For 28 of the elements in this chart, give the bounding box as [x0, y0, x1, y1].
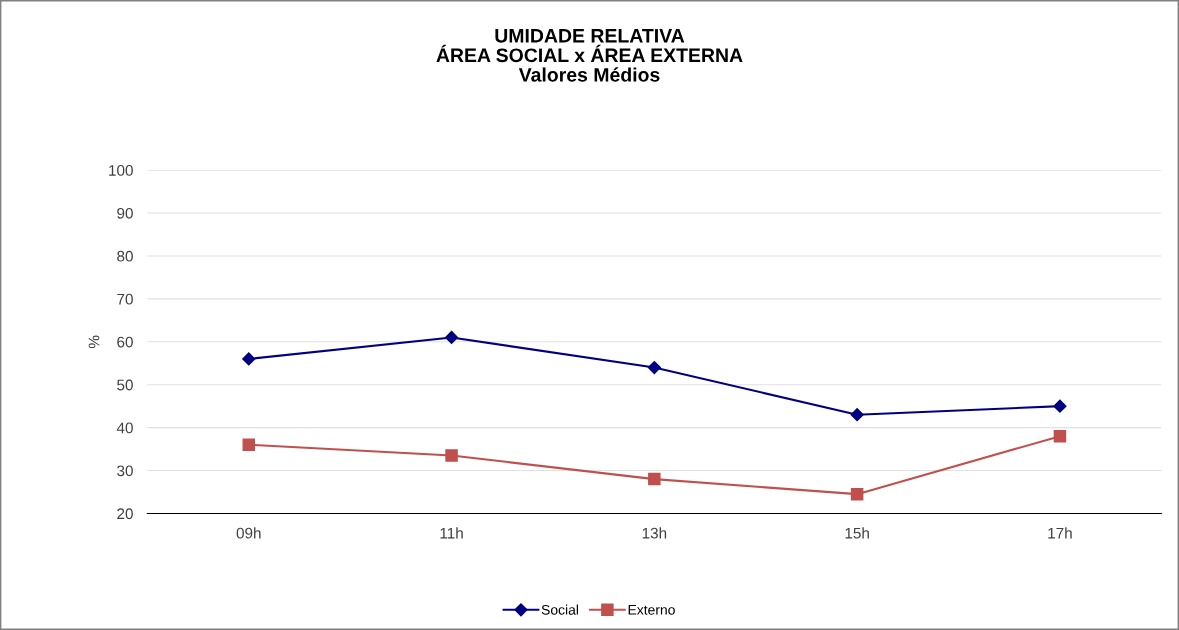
- y-tick-label: 50: [117, 379, 133, 391]
- point: [242, 352, 256, 366]
- point: [647, 360, 661, 375]
- legend-label: Social: [541, 604, 578, 615]
- x-tick-label: 15h: [845, 527, 869, 539]
- point: [850, 487, 864, 501]
- y-tick-label: 80: [117, 250, 133, 262]
- point: [1053, 429, 1067, 443]
- y-tick-label: 40: [116, 422, 133, 434]
- y-tick-label: 70: [117, 293, 133, 305]
- y-tick-label: 90: [117, 207, 133, 219]
- legend-label: Externo: [628, 605, 675, 615]
- chart-title: UMIDADE RELATIVA ÁREA SOCIAL x ÁREA EXTERNA Valores Médios: [436, 29, 743, 82]
- y-axis-title: %: [88, 335, 100, 349]
- x-tick-label: 09h: [236, 527, 261, 539]
- point: [850, 408, 864, 422]
- y-tick-label: 100: [109, 164, 133, 176]
- x-tick-label: 17h: [1048, 527, 1072, 539]
- point: [648, 472, 661, 486]
- point: [1053, 399, 1067, 413]
- point: [242, 438, 256, 452]
- point: [445, 449, 458, 462]
- y-tick-label: 20: [117, 508, 133, 520]
- y-tick-label: 30: [117, 465, 133, 477]
- y-tick-label: 60: [117, 336, 133, 348]
- point: [444, 330, 459, 345]
- x-tick-label: 13h: [642, 527, 667, 539]
- x-tick-label: 11h: [440, 527, 463, 539]
